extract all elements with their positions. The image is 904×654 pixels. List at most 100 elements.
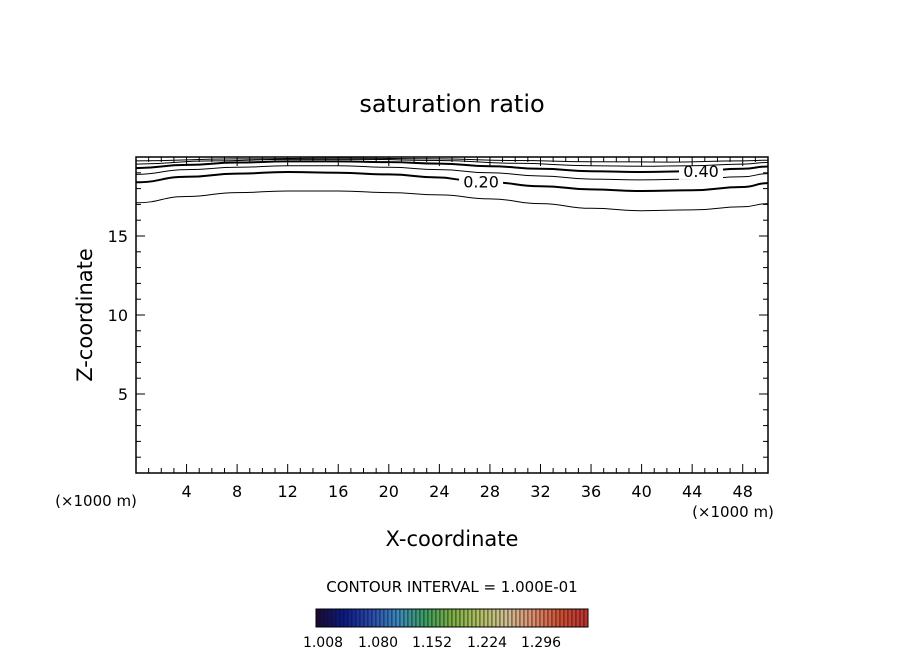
colorbar-cell bbox=[479, 608, 485, 628]
colorbar-cell bbox=[327, 608, 333, 628]
colorbar-cell bbox=[567, 608, 573, 628]
colorbar-tick-label: 1.080 bbox=[358, 635, 398, 651]
x-tick-label: 20 bbox=[379, 482, 399, 501]
contour-label-bg bbox=[679, 161, 724, 180]
colorbar-cell bbox=[411, 608, 417, 628]
colorbar-cell bbox=[503, 608, 509, 628]
colorbar-cell bbox=[523, 608, 529, 628]
x-tick-label: 40 bbox=[631, 482, 651, 501]
colorbar: 1.008 1.080 1.152 1.224 1.296 bbox=[303, 608, 589, 651]
colorbar-cell bbox=[467, 608, 473, 628]
colorbar-cell bbox=[511, 608, 517, 628]
colorbar-cell bbox=[551, 608, 557, 628]
colorbar-cell bbox=[419, 608, 425, 628]
x-axis-label: X-coordinate bbox=[386, 527, 519, 551]
colorbar-cell bbox=[359, 608, 365, 628]
colorbar-cell bbox=[583, 608, 589, 628]
colorbar-cell bbox=[399, 608, 405, 628]
x-tick-label: 24 bbox=[429, 482, 449, 501]
colorbar-cell bbox=[383, 608, 389, 628]
contour-label-bg bbox=[459, 172, 504, 191]
colorbar-cell bbox=[439, 608, 445, 628]
colorbar-cell bbox=[351, 608, 357, 628]
colorbar-cell bbox=[563, 608, 569, 628]
colorbar-cell bbox=[435, 608, 441, 628]
y-tick-label: 15 bbox=[108, 227, 128, 246]
colorbar-cell bbox=[443, 608, 449, 628]
colorbar-cell bbox=[579, 608, 585, 628]
colorbar-cell bbox=[323, 608, 329, 628]
colorbar-cell bbox=[403, 608, 409, 628]
colorbar-cell bbox=[471, 608, 477, 628]
colorbar-cell bbox=[391, 608, 397, 628]
contour-line-5 bbox=[135, 158, 769, 167]
colorbar-cell bbox=[495, 608, 501, 628]
colorbar-cell bbox=[407, 608, 413, 628]
plot-frame bbox=[135, 156, 769, 474]
x-tick-label: 12 bbox=[278, 482, 298, 501]
colorbar-cell bbox=[507, 608, 513, 628]
colorbar-cell bbox=[371, 608, 377, 628]
colorbar-cell bbox=[475, 608, 481, 628]
colorbar-cell bbox=[363, 608, 369, 628]
contour-lines: 0.20 0.40 bbox=[135, 157, 769, 212]
colorbar-cell bbox=[415, 608, 421, 628]
colorbar-cell bbox=[339, 608, 345, 628]
contour-label: 0.40 bbox=[683, 162, 719, 181]
colorbar-cell bbox=[379, 608, 385, 628]
colorbar-cell bbox=[315, 608, 321, 628]
y-axis-label: Z-coordinate bbox=[73, 248, 97, 382]
colorbar-cell bbox=[527, 608, 533, 628]
colorbar-cell bbox=[459, 608, 465, 628]
colorbar-cell bbox=[539, 608, 545, 628]
x-tick-label: 32 bbox=[530, 482, 550, 501]
x-tick-label: 48 bbox=[733, 482, 753, 501]
colorbar-tick-label: 1.224 bbox=[467, 635, 507, 651]
colorbar-cell bbox=[555, 608, 561, 628]
contour-line-1 bbox=[135, 190, 769, 212]
colorbar-cell bbox=[343, 608, 349, 628]
y-tick-label: 5 bbox=[118, 385, 128, 404]
colorbar-cell bbox=[427, 608, 433, 628]
x-tick-label: 44 bbox=[682, 482, 702, 501]
y-tick-label: 10 bbox=[108, 306, 128, 325]
x-tick-label: 8 bbox=[232, 482, 242, 501]
x-tick-label: 28 bbox=[480, 482, 500, 501]
colorbar-cell bbox=[447, 608, 453, 628]
colorbar-cell bbox=[519, 608, 525, 628]
colorbar-cell bbox=[499, 608, 505, 628]
x-tick-label: 4 bbox=[181, 482, 191, 501]
colorbar-cell bbox=[455, 608, 461, 628]
colorbar-cell bbox=[451, 608, 457, 628]
colorbar-cell bbox=[531, 608, 537, 628]
contour-label: 0.20 bbox=[463, 172, 499, 191]
colorbar-cell bbox=[375, 608, 381, 628]
x-unit-right: (×1000 m) bbox=[692, 503, 774, 521]
colorbar-cell bbox=[347, 608, 353, 628]
colorbar-cell bbox=[559, 608, 565, 628]
chart-title: saturation ratio bbox=[359, 90, 544, 118]
colorbar-cell bbox=[395, 608, 401, 628]
colorbar-frame bbox=[315, 608, 589, 628]
colorbar-cell bbox=[431, 608, 437, 628]
colorbar-cell bbox=[515, 608, 521, 628]
x-tick-label: 36 bbox=[581, 482, 601, 501]
colorbar-cell bbox=[331, 608, 337, 628]
colorbar-cell bbox=[487, 608, 493, 628]
colorbar-cell bbox=[571, 608, 577, 628]
colorbar-cell bbox=[335, 608, 341, 628]
colorbar-tick-label: 1.152 bbox=[412, 635, 452, 651]
x-unit-left: (×1000 m) bbox=[55, 492, 137, 510]
contour-line-2 bbox=[135, 170, 769, 193]
colorbar-cell bbox=[491, 608, 497, 628]
colorbar-cell bbox=[367, 608, 373, 628]
colorbar-cell bbox=[483, 608, 489, 628]
colorbar-cell bbox=[319, 608, 325, 628]
colorbar-cell bbox=[423, 608, 429, 628]
colorbar-cell bbox=[387, 608, 393, 628]
colorbar-cell bbox=[575, 608, 581, 628]
colorbar-cell bbox=[535, 608, 541, 628]
colorbar-tick-label: 1.296 bbox=[521, 635, 561, 651]
